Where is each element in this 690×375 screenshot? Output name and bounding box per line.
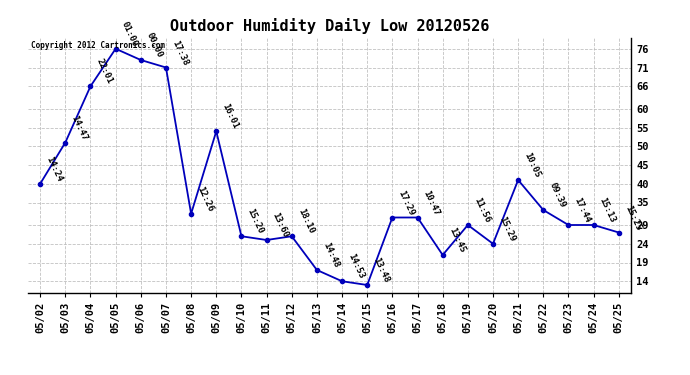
Text: 14:47: 14:47 xyxy=(70,114,89,142)
Text: 15:29: 15:29 xyxy=(497,215,517,243)
Text: 11:56: 11:56 xyxy=(472,196,491,224)
Text: 18:10: 18:10 xyxy=(296,207,315,236)
Text: 01:00: 01:00 xyxy=(120,20,139,48)
Text: 15:13: 15:13 xyxy=(598,196,618,224)
Text: Copyright 2012 Cartronics.com: Copyright 2012 Cartronics.com xyxy=(30,41,165,50)
Text: 14:24: 14:24 xyxy=(44,155,64,183)
Text: 10:05: 10:05 xyxy=(522,151,542,179)
Text: 17:38: 17:38 xyxy=(170,39,190,67)
Text: 15:20: 15:20 xyxy=(246,207,265,236)
Text: 14:53: 14:53 xyxy=(346,252,366,280)
Text: 16:01: 16:01 xyxy=(220,102,240,130)
Title: Outdoor Humidity Daily Low 20120526: Outdoor Humidity Daily Low 20120526 xyxy=(170,18,489,33)
Text: 14:48: 14:48 xyxy=(321,241,341,269)
Text: 09:39: 09:39 xyxy=(547,181,567,209)
Text: 17:44: 17:44 xyxy=(573,196,592,224)
Text: 17:29: 17:29 xyxy=(397,189,416,217)
Text: 22:01: 22:01 xyxy=(95,57,114,86)
Text: 13:60: 13:60 xyxy=(270,211,290,239)
Text: 00:00: 00:00 xyxy=(145,31,164,59)
Text: 10:47: 10:47 xyxy=(422,189,441,217)
Text: 13:45: 13:45 xyxy=(447,226,466,254)
Text: 13:48: 13:48 xyxy=(371,256,391,284)
Text: 12:26: 12:26 xyxy=(195,185,215,213)
Text: 15:25: 15:25 xyxy=(623,204,642,232)
